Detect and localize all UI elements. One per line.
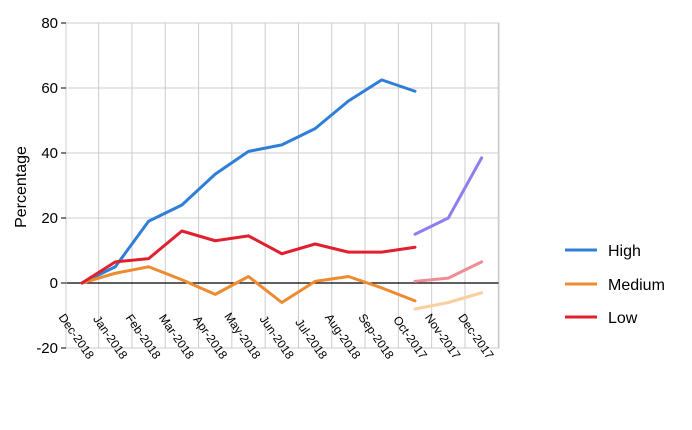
x-tick-labels: Dec-2018Jan-2018Feb-2018Mar-2018Apr-2018… bbox=[56, 310, 497, 362]
horizontal-gridlines bbox=[66, 22, 499, 349]
y-tick-label: 80 bbox=[41, 15, 58, 32]
axes bbox=[65, 22, 500, 349]
legend-label-medium: Medium bbox=[608, 277, 665, 294]
series-line-low bbox=[80, 229, 417, 285]
plot-border bbox=[65, 22, 500, 349]
y-axis-label: Percentage bbox=[13, 146, 30, 228]
x-tick-label: Jun-2018 bbox=[257, 313, 297, 362]
legend: High Medium Low bbox=[565, 243, 665, 327]
series-line-2017 bbox=[413, 260, 484, 283]
legend-label-low: Low bbox=[608, 310, 638, 327]
vertical-gridlines bbox=[98, 23, 499, 348]
series-lines bbox=[80, 78, 484, 311]
y-tick-label: -20 bbox=[36, 340, 58, 357]
y-tick-label: 60 bbox=[41, 80, 58, 97]
y-tick-label: 40 bbox=[41, 145, 58, 162]
series-line-2017 bbox=[413, 156, 484, 236]
x-tick-label: Dec-2018 bbox=[56, 311, 97, 362]
y-tick-labels: -20 0 20 40 60 80 bbox=[36, 15, 66, 357]
x-tick-label: Jul-2018 bbox=[292, 316, 330, 362]
series-line-high bbox=[80, 78, 417, 285]
series-line-2017 bbox=[413, 291, 484, 311]
y-tick-label: 0 bbox=[50, 275, 58, 292]
legend-label-high: High bbox=[608, 243, 641, 260]
series-line-medium bbox=[80, 265, 417, 304]
y-tick-label: 20 bbox=[41, 210, 58, 227]
